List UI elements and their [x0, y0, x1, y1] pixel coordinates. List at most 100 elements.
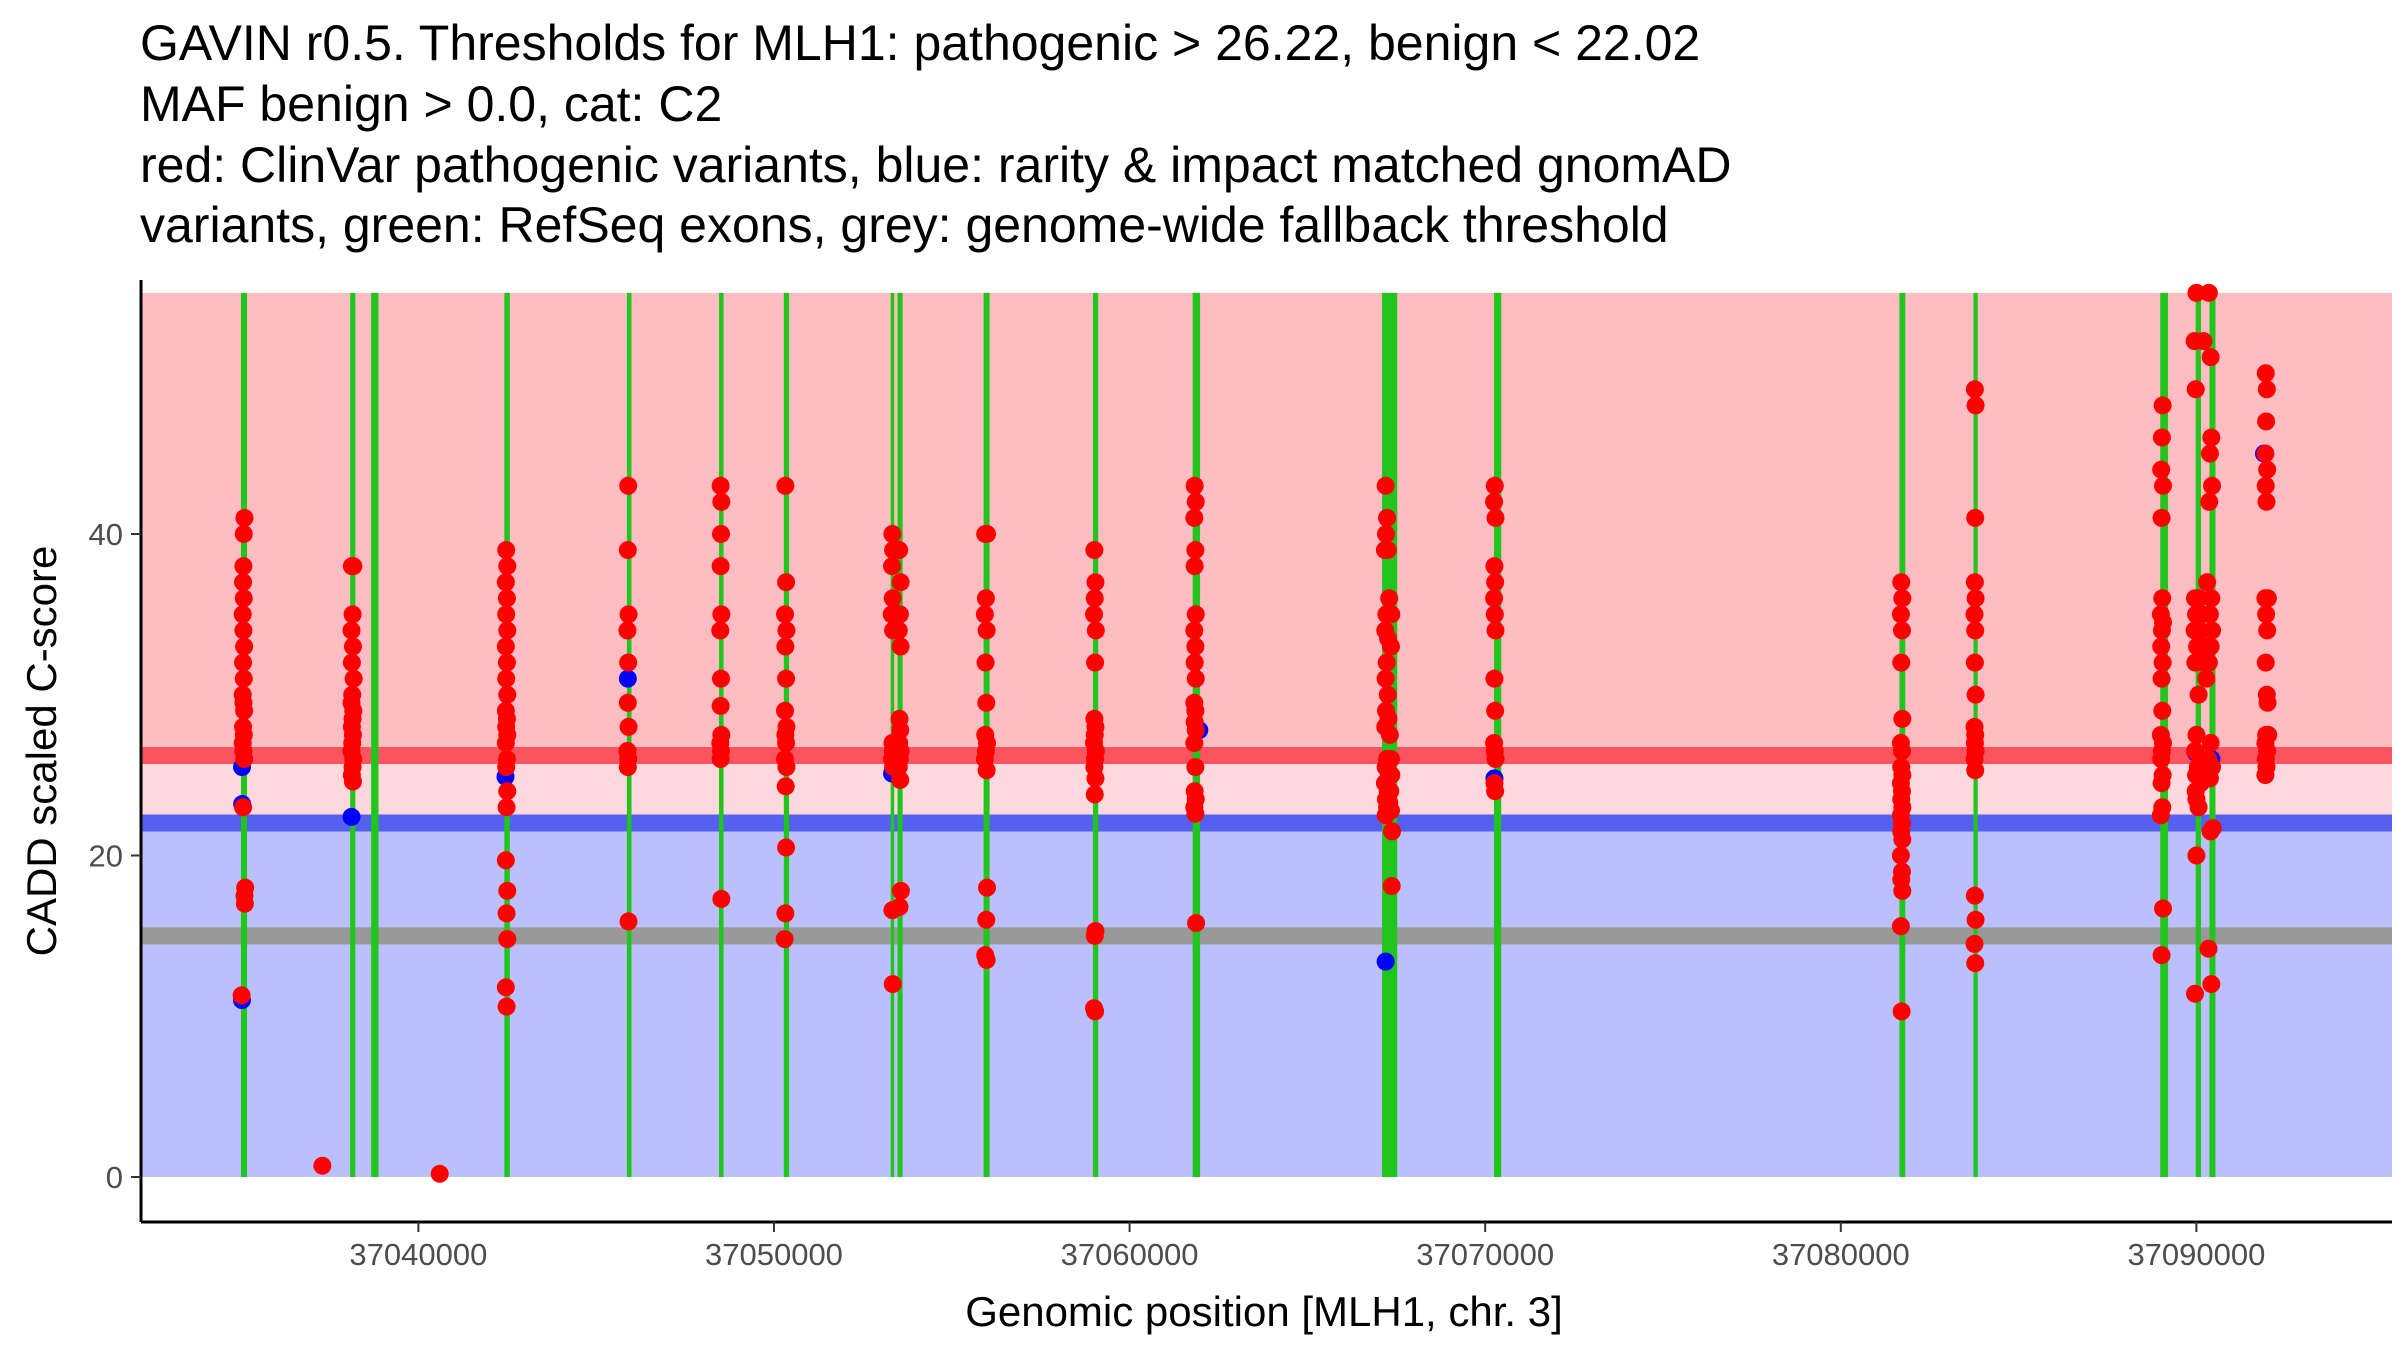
clinvar-point: [2189, 685, 2208, 704]
clinvar-point: [2258, 621, 2277, 640]
clinvar-point: [619, 476, 638, 495]
clinvar-point: [619, 605, 638, 624]
clinvar-point: [1893, 830, 1912, 849]
clinvar-point: [1085, 926, 1104, 945]
clinvar-point: [776, 476, 795, 495]
clinvar-point: [712, 605, 731, 624]
clinvar-point: [1186, 637, 1205, 656]
clinvar-point: [2257, 492, 2276, 511]
clinvar-point: [498, 557, 517, 576]
clinvar-point: [977, 950, 996, 969]
clinvar-point: [977, 878, 996, 897]
clinvar-point: [891, 881, 910, 900]
clinvar-point: [883, 975, 902, 994]
clinvar-point: [498, 685, 517, 704]
clinvar-point: [1085, 605, 1104, 624]
title-line-3: red: ClinVar pathogenic variants, blue: …: [140, 137, 1731, 193]
clinvar-point: [891, 573, 910, 592]
clinvar-point: [497, 589, 516, 608]
clinvar-point: [977, 693, 996, 712]
clinvar-point: [235, 701, 254, 720]
clinvar-point: [2201, 637, 2220, 656]
clinvar-point: [2203, 476, 2222, 495]
clinvar-point: [1965, 605, 1984, 624]
gnomad-point: [618, 669, 637, 688]
clinvar-point: [2152, 774, 2171, 793]
clinvar-point: [497, 669, 516, 688]
clinvar-point: [1892, 621, 1911, 640]
clinvar-point: [496, 637, 515, 656]
plot-area: 37040000 37050000 37060000 37070000 37080000…: [89, 280, 2392, 1272]
clinvar-point: [1965, 934, 1984, 953]
pathogenic-region: [141, 292, 2392, 756]
x-tick-label: 37090000: [2127, 1237, 2265, 1272]
clinvar-point: [1966, 621, 1985, 640]
clinvar-point: [2257, 380, 2276, 399]
clinvar-point: [1086, 621, 1105, 640]
clinvar-point: [2256, 444, 2275, 463]
clinvar-point: [1186, 492, 1205, 511]
x-tick-label: 37080000: [1772, 1237, 1910, 1272]
clinvar-point: [2153, 476, 2172, 495]
clinvar-point: [496, 978, 515, 997]
clinvar-point: [776, 701, 795, 720]
clinvar-point: [234, 573, 253, 592]
clinvar-point: [2152, 669, 2171, 688]
clinvar-point: [777, 733, 796, 752]
clinvar-point: [2200, 605, 2219, 624]
clinvar-point: [883, 557, 902, 576]
clinvar-point: [2257, 412, 2276, 431]
clinvar-point: [2153, 653, 2172, 672]
clinvar-point: [1086, 573, 1105, 592]
clinvar-point: [498, 782, 517, 801]
clinvar-point: [1485, 589, 1504, 608]
clinvar-point: [618, 541, 637, 560]
clinvar-point: [976, 653, 995, 672]
clinvar-point: [977, 910, 996, 929]
clinvar-point: [234, 557, 253, 576]
clinvar-point: [1486, 701, 1505, 720]
clinvar-point: [890, 897, 909, 916]
clinvar-point: [776, 904, 795, 923]
y-tick-label: 20: [89, 838, 123, 873]
clinvar-point: [1892, 742, 1911, 760]
clinvar-point: [2257, 605, 2276, 624]
clinvar-point: [497, 997, 516, 1016]
clinvar-point: [977, 761, 996, 780]
title-line-4: variants, green: RefSeq exons, grey: gen…: [140, 197, 1669, 253]
clinvar-point: [234, 524, 253, 543]
clinvar-point: [1893, 709, 1912, 728]
clinvar-point: [1376, 476, 1395, 495]
clinvar-point: [711, 696, 730, 715]
clinvar-point: [890, 605, 909, 624]
clinvar-point: [343, 637, 362, 656]
clinvar-point: [2185, 984, 2204, 1003]
clinvar-point: [1376, 669, 1395, 688]
clinvar-point: [235, 750, 254, 769]
clinvar-point: [2202, 589, 2221, 608]
clinvar-point: [2199, 653, 2218, 672]
clinvar-point: [1086, 653, 1105, 672]
clinvar-point: [498, 881, 517, 900]
clinvar-point: [711, 621, 730, 640]
clinvar-point: [2258, 460, 2277, 479]
clinvar-point: [498, 621, 517, 640]
clinvar-point: [2153, 396, 2172, 415]
clinvar-point: [891, 637, 910, 656]
clinvar-point: [2152, 621, 2171, 640]
clinvar-point: [2151, 806, 2170, 825]
clinvar-point: [1965, 573, 1984, 592]
clinvar-point: [2199, 939, 2218, 958]
clinvar-point: [496, 573, 515, 592]
clinvar-point: [343, 605, 362, 624]
clinvar-point: [1965, 653, 1984, 672]
clinvar-point: [2203, 819, 2222, 838]
clinvar-point: [891, 770, 910, 789]
clinvar-point: [2256, 476, 2275, 495]
clinvar-point: [711, 669, 730, 688]
clinvar-point: [2198, 573, 2217, 592]
clinvar-point: [2187, 846, 2206, 865]
clinvar-point: [1378, 541, 1397, 560]
clinvar-point: [711, 524, 730, 543]
